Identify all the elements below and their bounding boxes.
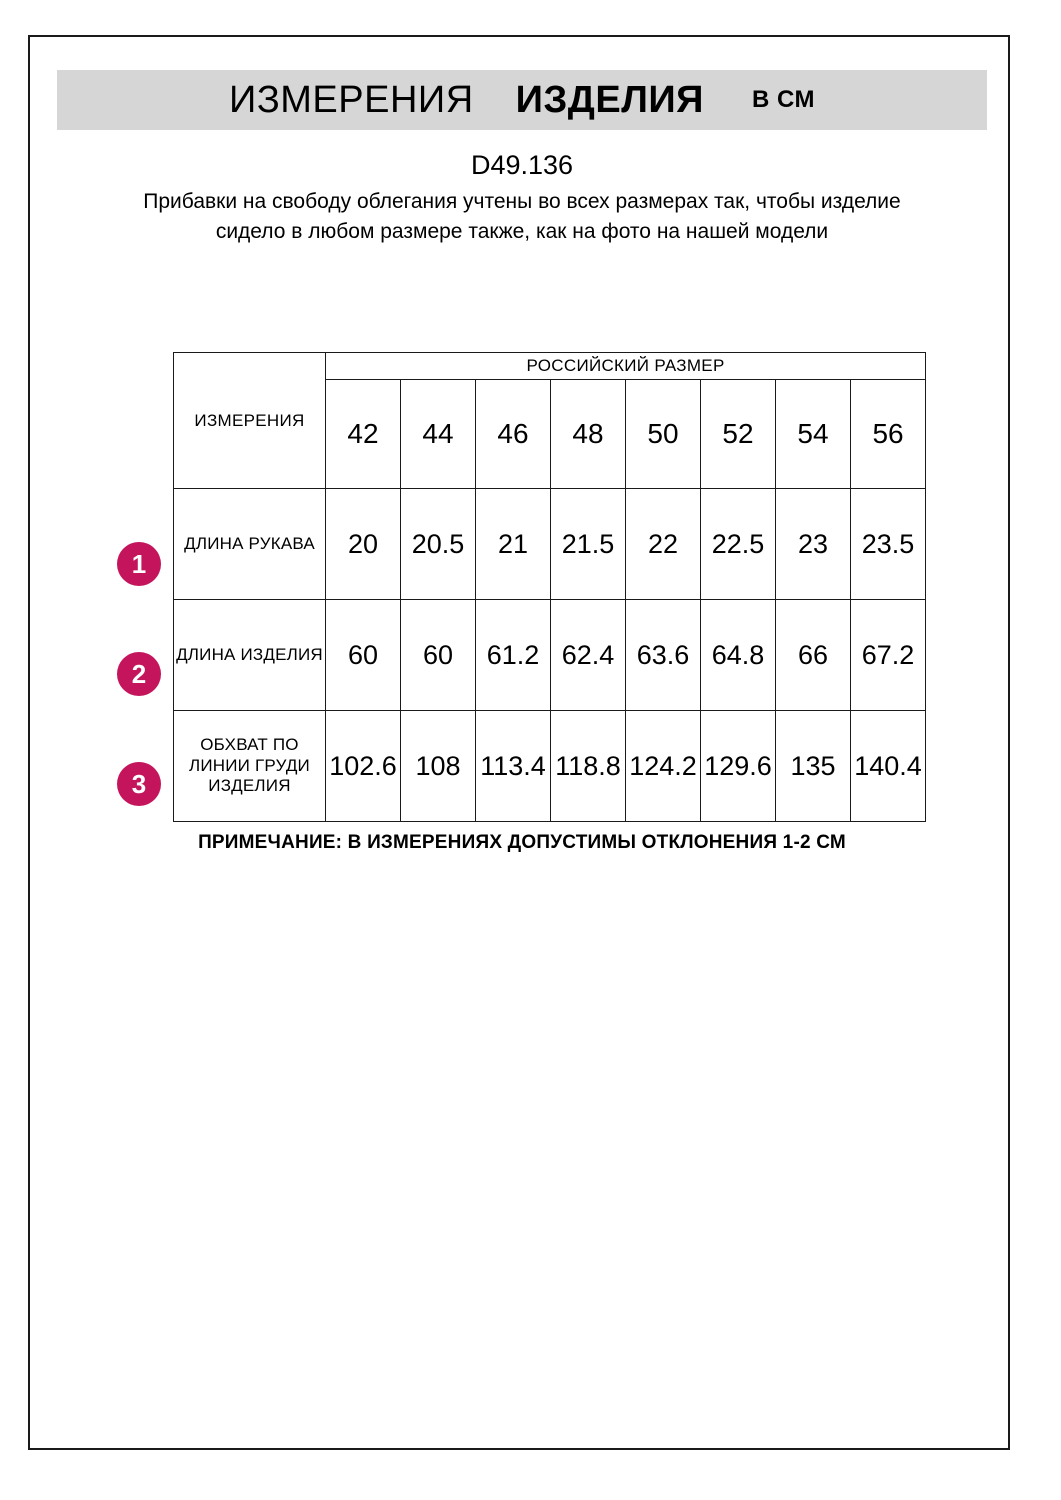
title-measurements-word: ИЗМЕРЕНИЯ [229, 78, 474, 121]
size-header-50: 50 [625, 379, 701, 489]
cell-sleeve-54: 23 [775, 488, 851, 600]
cell-length-52: 64.8 [700, 599, 776, 711]
cell-chest-42: 102.6 [325, 710, 401, 822]
size-header-44: 44 [400, 379, 476, 489]
cell-length-48: 62.4 [550, 599, 626, 711]
table-row: ДЛИНА РУКАВА 20 20.5 21 21.5 22 22.5 23 … [173, 488, 927, 600]
size-header-48: 48 [550, 379, 626, 489]
cell-chest-46: 113.4 [475, 710, 551, 822]
cell-sleeve-56: 23.5 [849, 488, 927, 600]
size-header-52: 52 [700, 379, 776, 489]
cell-chest-56: 140.4 [849, 710, 927, 822]
cell-length-56: 67.2 [849, 599, 927, 711]
table-row: ОБХВАТ ПО ЛИНИИ ГРУДИ ИЗДЕЛИЯ 102.6 108 … [173, 710, 927, 822]
table-row: ДЛИНА ИЗДЕЛИЯ 60 60 61.2 62.4 63.6 64.8 … [173, 599, 927, 711]
cell-length-46: 61.2 [475, 599, 551, 711]
row-badge-1: 1 [117, 542, 161, 586]
size-header-46: 46 [475, 379, 551, 489]
cell-chest-48: 118.8 [550, 710, 626, 822]
cell-sleeve-52: 22.5 [700, 488, 776, 600]
fit-allowance-note: Прибавки на свободу облегания учтены во … [143, 189, 901, 243]
document-page: ИЗМЕРЕНИЯ ИЗДЕЛИЯ В СМ D49.136 Прибавки … [28, 35, 1010, 1450]
cell-sleeve-44: 20.5 [400, 488, 476, 600]
title-product-word: ИЗДЕЛИЯ [515, 78, 704, 121]
row-label-chest-girth: ОБХВАТ ПО ЛИНИИ ГРУДИ ИЗДЕЛИЯ [173, 710, 326, 822]
cell-chest-52: 129.6 [700, 710, 776, 822]
product-code: D49.136 [470, 150, 574, 180]
cell-sleeve-42: 20 [325, 488, 401, 600]
title-unit-label: В СМ [751, 86, 815, 113]
cell-length-54: 66 [775, 599, 851, 711]
row-label-sleeve-length: ДЛИНА РУКАВА [173, 488, 326, 600]
cell-length-50: 63.6 [625, 599, 701, 711]
cell-sleeve-50: 22 [625, 488, 701, 600]
cell-chest-44: 108 [400, 710, 476, 822]
document-title-band: ИЗМЕРЕНИЯ ИЗДЕЛИЯ В СМ [57, 70, 987, 130]
cell-sleeve-48: 21.5 [550, 488, 626, 600]
corner-label-measurements: ИЗМЕРЕНИЯ [173, 352, 326, 489]
row-badge-2: 2 [117, 652, 161, 696]
cell-chest-54: 135 [775, 710, 851, 822]
cell-sleeve-46: 21 [475, 488, 551, 600]
subtitle-block: D49.136 Прибавки на свободу облегания уч… [110, 149, 934, 246]
size-header-54: 54 [775, 379, 851, 489]
row-label-product-length: ДЛИНА ИЗДЕЛИЯ [173, 599, 326, 711]
size-header-56: 56 [849, 379, 927, 489]
size-table: ИЗМЕРЕНИЯ РОССИЙСКИЙ РАЗМЕР 42 44 46 48 … [173, 352, 927, 822]
table-group-header-row: ИЗМЕРЕНИЯ РОССИЙСКИЙ РАЗМЕР [173, 352, 927, 489]
tolerance-footnote: ПРИМЕЧАНИЕ: В ИЗМЕРЕНИЯХ ДОПУСТИМЫ ОТКЛО… [198, 832, 846, 853]
row-badge-3: 3 [117, 762, 161, 806]
size-header-42: 42 [325, 379, 401, 489]
cell-chest-50: 124.2 [625, 710, 701, 822]
size-table-container: 1 2 3 ИЗМЕРЕНИЯ РОССИЙСКИЙ РАЗМЕР 42 44 [117, 352, 927, 822]
cell-length-44: 60 [400, 599, 476, 711]
group-header-russian-size: РОССИЙСКИЙ РАЗМЕР [324, 352, 927, 380]
cell-length-42: 60 [325, 599, 401, 711]
